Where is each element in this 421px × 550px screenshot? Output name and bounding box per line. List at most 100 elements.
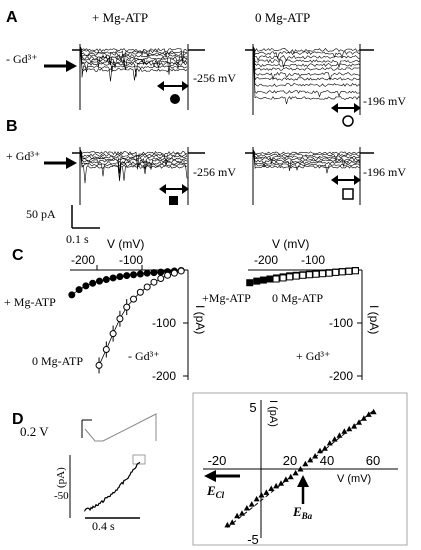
data-point <box>164 271 172 279</box>
d-xtick-label: 40 <box>320 453 334 468</box>
data-point <box>234 512 241 519</box>
arrow-up-icon <box>297 475 309 504</box>
data-point <box>292 272 300 280</box>
c-left-zero-mgatp-label: 0 Mg-ATP <box>32 354 83 368</box>
iv-plot-d-inset: -20 20 40 60 5 -5 I (pA) V (mV) <box>192 392 408 547</box>
d-ylabel: I (pA) <box>267 400 279 427</box>
c-right-ytick-label: -100 <box>329 316 353 330</box>
data-point <box>95 361 103 369</box>
iv-plot-c-left: V (mV) -200 -100 -100 -200 I (pA) <box>68 237 207 383</box>
data-point <box>157 274 165 282</box>
data-point <box>229 519 236 525</box>
data-point <box>109 330 117 338</box>
data-point <box>116 315 124 323</box>
data-point <box>68 291 76 299</box>
trace-group-a-right <box>245 44 374 115</box>
data-point <box>130 295 138 303</box>
data-point <box>89 279 97 287</box>
c-right-ylabel: I (pA) <box>367 305 381 334</box>
data-point <box>150 269 158 277</box>
data-point <box>279 274 287 282</box>
data-point <box>258 492 265 498</box>
data-point <box>370 408 377 415</box>
iv-plot-c-right: V (mV) -200 -100 -100 -200 I (pA) <box>246 237 381 383</box>
data-point <box>102 346 110 353</box>
d-ytick-label: 5 <box>249 400 256 415</box>
data-point <box>317 447 323 454</box>
data-point <box>297 466 304 472</box>
data-point <box>123 272 131 280</box>
scale-bar-current-label: 50 pA <box>26 207 56 221</box>
arrow-right-icon <box>44 157 77 169</box>
ramp-voltage-label: 0.2 V <box>20 424 49 439</box>
data-point <box>268 485 275 491</box>
d-inset-ytick: -50 <box>54 490 69 502</box>
e-ba-label: EBa <box>292 504 313 521</box>
data-point <box>319 270 327 278</box>
filled-circle-marker-icon <box>170 94 180 104</box>
data-point <box>170 269 178 277</box>
data-point <box>266 275 274 283</box>
panel-a-left-voltage: -256 mV <box>193 71 236 85</box>
e-cl-label: ECl <box>206 483 225 500</box>
data-point <box>136 288 144 296</box>
data-point <box>346 425 353 432</box>
data-point <box>287 473 294 480</box>
data-point <box>312 453 319 459</box>
data-point <box>82 282 90 290</box>
c-right-plus-gd-label: + Gd³⁺ <box>296 349 330 363</box>
d-xtick-label: -20 <box>208 453 227 468</box>
data-point <box>331 436 338 442</box>
c-left-ylabel: I (pA) <box>193 305 207 334</box>
c-right-xtick-label: -100 <box>301 253 325 267</box>
data-point <box>299 271 307 279</box>
d-xtick-label: 60 <box>366 453 380 468</box>
c-left-ytick-label: -200 <box>152 369 176 383</box>
c-right-ytick-label: -200 <box>329 369 353 383</box>
data-point <box>102 276 110 284</box>
data-point <box>302 460 309 467</box>
ramp-protocol <box>81 413 157 442</box>
data-point <box>325 269 333 277</box>
double-arrow-icon <box>159 184 189 194</box>
open-square-marker-icon <box>342 188 354 200</box>
double-arrow-icon <box>331 103 361 113</box>
data-point <box>338 268 346 276</box>
scale-bar <box>71 205 100 229</box>
c-left-ytick-label: -100 <box>152 316 176 330</box>
data-point <box>239 510 245 516</box>
data-point <box>243 505 250 511</box>
data-point <box>116 273 124 281</box>
panel-b-left-voltage: -256 mV <box>193 165 236 179</box>
data-point <box>336 432 343 438</box>
data-point <box>246 279 254 287</box>
data-point <box>307 456 314 463</box>
panel-a-right-voltage: -196 mV <box>363 94 406 108</box>
open-circle-marker-icon <box>342 115 354 127</box>
data-point <box>224 521 231 528</box>
trace-group-a-left <box>72 44 205 110</box>
data-point <box>365 411 372 417</box>
c-left-xlabel: V (mV) <box>107 237 144 251</box>
ramp-time-label: 0.4 s <box>92 519 115 533</box>
data-point <box>305 271 313 279</box>
trace-group-b-right <box>245 147 374 205</box>
data-point <box>177 267 185 275</box>
double-arrow-icon <box>157 81 189 91</box>
data-point <box>253 495 260 502</box>
arrow-right-icon <box>44 60 77 72</box>
c-right-zero-mgatp-label: 0 Mg-ATP <box>272 291 323 305</box>
data-point <box>109 274 117 282</box>
trace-group-b-left <box>72 147 205 205</box>
data-point <box>282 476 289 482</box>
d-xtick-label: 20 <box>283 453 297 468</box>
arrow-left-icon <box>204 470 240 482</box>
data-point <box>312 270 320 278</box>
panel-letter-b: B <box>6 118 18 135</box>
data-point <box>263 489 270 495</box>
data-point <box>123 303 131 311</box>
panel-letter-d: D <box>12 411 24 428</box>
data-point <box>356 419 362 425</box>
panel-a-right-condition: 0 Mg-ATP <box>255 10 310 25</box>
